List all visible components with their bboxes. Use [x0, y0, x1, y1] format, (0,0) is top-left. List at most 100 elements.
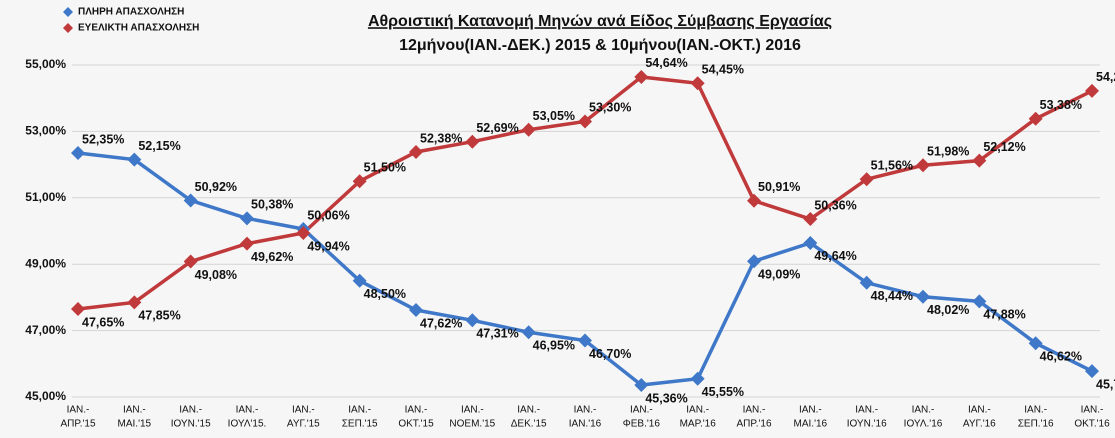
point-marker	[1028, 336, 1043, 351]
data-label: 49,09%	[758, 268, 800, 282]
x-tick-label: ΑΠΡ.'15	[60, 419, 96, 430]
x-tick-label: ΑΥΓ.'16	[963, 419, 996, 430]
x-tick-label: ΙΑΝ.-	[968, 405, 991, 416]
x-tick-label: ΝΟΕΜ.'15	[449, 419, 495, 430]
point-marker	[296, 225, 311, 240]
data-label: 48,02%	[927, 303, 969, 317]
x-tick-label: ΙΟΥΛ'15.	[228, 419, 267, 430]
data-label: 50,92%	[195, 180, 237, 194]
x-tick-label: ΙΟΥΝ.'16	[847, 419, 887, 430]
x-tick-label: ΔΕΚ.'15	[511, 419, 547, 430]
x-tick-label: ΙΑΝ.-	[743, 405, 766, 416]
x-tick-label: ΙΟΥΝ.'15	[171, 419, 211, 430]
y-tick-label: 47,00%	[25, 323, 66, 337]
data-label: 45,36%	[645, 391, 687, 405]
point-marker	[690, 76, 705, 91]
point-marker	[521, 325, 536, 340]
x-tick-label: ΙΑΝ.-	[123, 405, 146, 416]
x-tick-label: ΙΑΝ.-	[405, 405, 428, 416]
x-tick-label: ΙΑΝ.-	[799, 405, 822, 416]
data-label: 52,69%	[476, 121, 518, 135]
x-tick-label: ΦΕΒ.'16	[623, 419, 661, 430]
point-marker	[1085, 364, 1099, 379]
point-marker	[916, 158, 930, 173]
x-tick-label: ΙΑΝ.-	[630, 405, 653, 416]
data-label: 50,06%	[307, 208, 349, 222]
legend-marker	[63, 23, 73, 33]
x-tick-label: ΑΠΡ.'16	[736, 419, 772, 430]
point-marker	[578, 114, 592, 129]
x-tick-label: ΙΑΝ.-	[292, 405, 315, 416]
point-marker	[972, 294, 987, 309]
data-label: 54,45%	[702, 63, 744, 77]
data-label: 53,30%	[589, 101, 631, 115]
data-label: 46,70%	[589, 347, 631, 361]
point-marker	[859, 172, 874, 187]
data-label: 49,08%	[195, 268, 237, 282]
x-tick-label: ΟΚΤ.'16	[1074, 419, 1110, 430]
data-label: 51,56%	[871, 159, 913, 173]
x-tick-label: ΙΑΝ.-	[517, 405, 540, 416]
x-tick-label: ΣΕΠ.'15	[342, 419, 378, 430]
point-marker	[352, 174, 367, 189]
data-label: 53,38%	[1040, 98, 1082, 112]
x-tick-label: ΜΑΙ.'16	[794, 419, 828, 430]
data-label: 47,88%	[983, 308, 1025, 322]
point-marker	[747, 193, 761, 208]
data-label: 48,50%	[364, 287, 406, 301]
point-marker	[409, 303, 423, 318]
point-marker	[747, 254, 761, 269]
x-tick-label: ΙΑΝ.-	[912, 405, 935, 416]
data-label: 50,91%	[758, 180, 800, 194]
data-label: 45,55%	[702, 385, 744, 399]
x-tick-label: ΙΑΝ.-	[67, 405, 90, 416]
data-label: 48,44%	[871, 289, 913, 303]
point-marker	[803, 212, 818, 227]
point-marker	[183, 193, 198, 208]
point-marker	[127, 152, 142, 167]
data-label: 50,38%	[251, 198, 293, 212]
data-label: 51,50%	[364, 160, 406, 174]
data-label: 52,12%	[983, 140, 1025, 154]
point-marker	[578, 333, 592, 348]
x-tick-label: ΙΑΝ.-	[1024, 405, 1047, 416]
point-marker	[71, 302, 85, 317]
chart-title: Αθροιστική Κατανομή Μηνών ανά Είδος Σύμβ…	[368, 13, 832, 30]
y-tick-label: 45,00%	[25, 389, 66, 403]
point-marker	[859, 275, 874, 290]
data-label: 47,62%	[420, 316, 462, 330]
point-marker	[465, 313, 480, 328]
x-tick-label: ΑΥΓ.'15	[287, 419, 320, 430]
point-marker	[803, 235, 818, 250]
point-marker	[183, 254, 198, 269]
data-label: 54,64%	[645, 56, 687, 70]
x-tick-label: ΜΑΡ.'16	[680, 419, 717, 430]
data-label: 47,65%	[82, 315, 124, 329]
data-label: 51,98%	[927, 145, 969, 159]
y-tick-label: 55,00%	[25, 57, 66, 71]
point-marker	[409, 144, 423, 159]
point-marker	[690, 371, 705, 386]
data-label: 50,36%	[814, 198, 856, 212]
point-marker	[240, 236, 254, 251]
x-tick-label: ΙΑΝ.'16	[569, 419, 602, 430]
data-label: 46,62%	[1040, 350, 1082, 364]
point-marker	[127, 295, 142, 310]
data-label: 45,78%	[1096, 377, 1115, 391]
x-tick-label: ΙΑΝ.-	[348, 405, 371, 416]
x-tick-label: ΙΑΝ.-	[179, 405, 202, 416]
point-marker	[521, 122, 536, 137]
point-marker	[634, 69, 649, 84]
point-marker	[972, 153, 987, 168]
x-tick-label: ΟΚΤ.'15	[398, 419, 434, 430]
data-label: 49,64%	[814, 249, 856, 263]
data-label: 54,22%	[1096, 70, 1115, 84]
legend-label: ΕΥΕΛΙΚΤΗ ΑΠΑΣΧΟΛΗΣΗ	[78, 23, 199, 34]
y-tick-label: 51,00%	[25, 190, 66, 204]
data-label: 52,15%	[138, 139, 180, 153]
data-label: 46,95%	[533, 339, 575, 353]
point-marker	[1028, 111, 1043, 126]
y-tick-label: 53,00%	[25, 124, 66, 138]
data-label: 49,94%	[307, 239, 349, 253]
